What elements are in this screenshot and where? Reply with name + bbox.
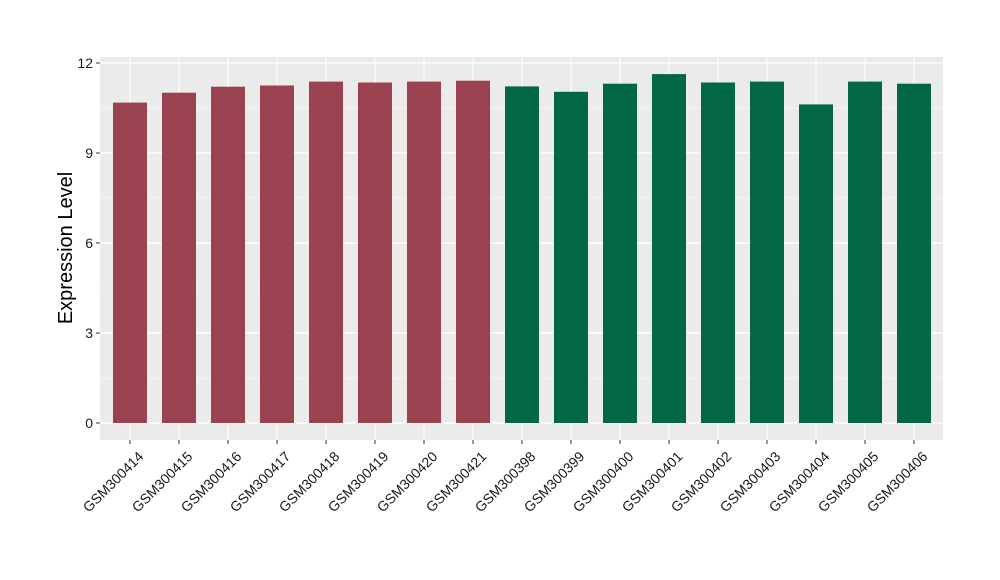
y-tick-label: 0	[85, 415, 93, 431]
y-tick-label: 9	[85, 145, 93, 161]
bar-GSM300419	[358, 82, 392, 423]
bar-GSM300403	[750, 81, 784, 423]
y-axis: 0 3 6 9 12	[77, 55, 100, 431]
bar-GSM300416	[211, 86, 245, 423]
bar-GSM300400	[603, 83, 637, 423]
bar-GSM300398	[505, 86, 539, 424]
bar-GSM300405	[848, 81, 882, 423]
bar-GSM300420	[407, 81, 441, 423]
y-tick-label: 12	[77, 55, 93, 71]
bar-GSM300415	[162, 92, 196, 423]
bars	[113, 74, 931, 424]
y-tick-label: 6	[85, 235, 93, 251]
bar-GSM300399	[554, 91, 588, 424]
bar-GSM300421	[456, 80, 490, 423]
bar-GSM300414	[113, 102, 147, 423]
bar-GSM300404	[799, 104, 833, 424]
y-tick-label: 3	[85, 325, 93, 341]
bar-GSM300401	[652, 74, 686, 423]
bar-GSM300406	[897, 83, 931, 423]
bar-GSM300402	[701, 82, 735, 423]
x-axis: GSM300414GSM300415GSM300416GSM300417GSM3…	[80, 440, 931, 515]
y-axis-title: Expression Level	[55, 172, 77, 324]
bar-GSM300418	[309, 81, 343, 423]
bar-GSM300417	[260, 85, 294, 423]
